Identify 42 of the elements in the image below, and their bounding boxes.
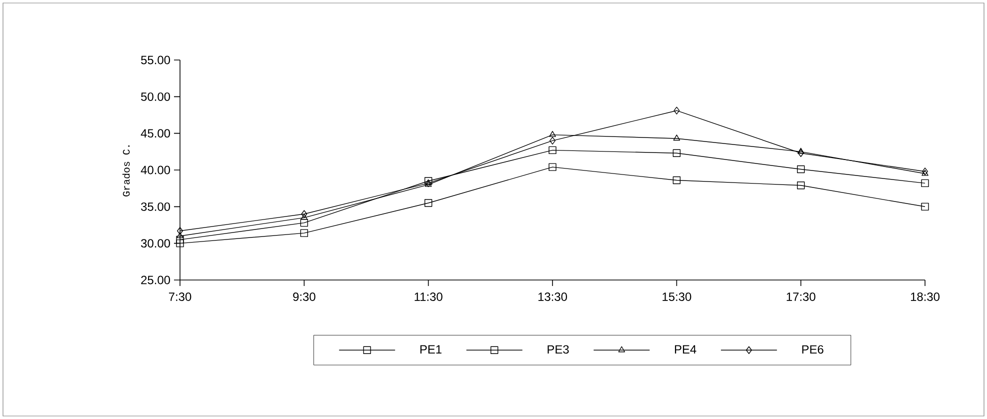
x-tick-label: 11:30 xyxy=(414,292,442,301)
point xyxy=(300,218,308,227)
point xyxy=(673,134,680,141)
y-tick-label: 45.00 xyxy=(140,129,170,138)
point xyxy=(549,130,556,137)
x-tick-label: 17:30 xyxy=(786,292,816,301)
y-tick-label: 55.00 xyxy=(141,56,170,64)
legend-label: PE4 xyxy=(674,345,696,354)
point xyxy=(798,149,804,157)
point xyxy=(921,179,929,188)
point xyxy=(548,163,556,171)
point xyxy=(674,106,680,114)
x-tick-label: 13:30 xyxy=(538,292,568,301)
point xyxy=(177,227,183,235)
point xyxy=(797,148,804,154)
point xyxy=(301,210,308,218)
point xyxy=(921,202,929,211)
point xyxy=(300,214,308,220)
y-tick-label: 40.00 xyxy=(140,166,170,174)
legend-label: PE1 xyxy=(420,345,442,354)
point xyxy=(300,229,308,237)
legend-label: PE6 xyxy=(802,345,824,354)
x-tick-label: 15:30 xyxy=(662,292,692,301)
point xyxy=(672,149,681,157)
y-axis-title: Grados C. xyxy=(122,146,130,196)
y-tick-label: 30.00 xyxy=(141,239,170,248)
y-tick-label: 50.00 xyxy=(141,92,170,101)
point xyxy=(550,136,556,145)
x-tick-label: 18:30 xyxy=(910,292,940,301)
point xyxy=(176,239,184,248)
point xyxy=(424,177,432,185)
point xyxy=(424,199,432,207)
point xyxy=(797,165,805,174)
y-tick-label: 25.00 xyxy=(141,276,170,284)
point xyxy=(548,146,556,154)
point xyxy=(797,182,805,190)
y-tick-label: 35.00 xyxy=(141,202,170,211)
x-tick-label: 9:30 xyxy=(293,292,316,301)
point xyxy=(672,176,681,184)
x-tick-label: 7:30 xyxy=(168,292,192,301)
point xyxy=(176,236,184,244)
legend-label: PE3 xyxy=(548,345,569,354)
